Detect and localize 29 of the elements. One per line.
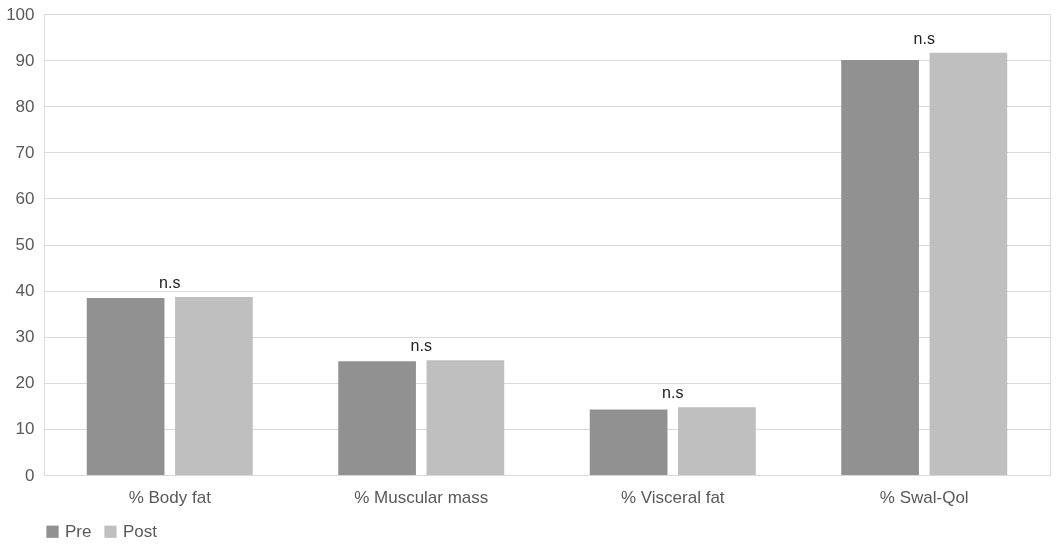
bar [426, 360, 505, 475]
bar [929, 52, 1008, 475]
x-tick-label: % Visceral fat [620, 487, 725, 507]
y-tick-label: 80 [15, 96, 35, 116]
bar [589, 409, 668, 475]
annotation: n.s [410, 337, 432, 355]
legend-label: Pre [65, 521, 92, 541]
y-tick-label: 10 [15, 419, 35, 439]
x-tick-label: % Body fat [128, 487, 212, 507]
bar [86, 297, 165, 475]
x-tick-label: % Muscular mass [354, 487, 489, 507]
y-tick-label: 20 [15, 373, 35, 393]
y-tick-label: 0 [25, 465, 35, 485]
y-tick-label: 90 [15, 50, 35, 70]
bar [175, 297, 253, 475]
y-tick-label: 40 [15, 281, 35, 301]
y-tick-label: 30 [15, 327, 35, 347]
bar [841, 60, 919, 475]
y-tick-label: 100 [6, 4, 35, 24]
annotation: n.s [913, 29, 935, 47]
annotation: n.s [159, 274, 181, 292]
x-tick-label: % Swal-Qol [879, 487, 969, 507]
y-tick-label: 50 [15, 235, 35, 254]
legend-label: Post [123, 521, 158, 541]
y-tick-label: 70 [15, 142, 35, 162]
annotation: n.s [662, 384, 684, 402]
bar [678, 407, 756, 475]
y-tick-label: 60 [15, 188, 35, 208]
bar [338, 361, 416, 475]
